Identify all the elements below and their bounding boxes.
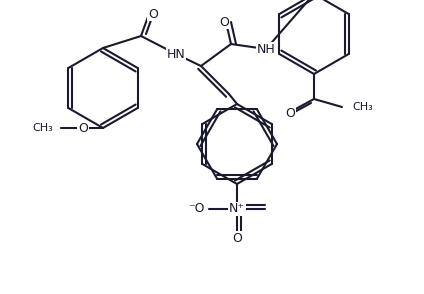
Text: O: O	[285, 106, 295, 119]
Text: O: O	[148, 8, 158, 21]
Text: O: O	[232, 231, 242, 245]
Text: O: O	[219, 16, 229, 29]
Text: N⁺: N⁺	[229, 203, 245, 216]
Text: CH₃: CH₃	[352, 102, 373, 112]
Text: CH₃: CH₃	[32, 123, 53, 133]
Text: HN: HN	[167, 48, 185, 61]
Text: O: O	[78, 121, 88, 134]
Text: NH: NH	[257, 43, 275, 56]
Text: ⁻O: ⁻O	[189, 203, 205, 216]
